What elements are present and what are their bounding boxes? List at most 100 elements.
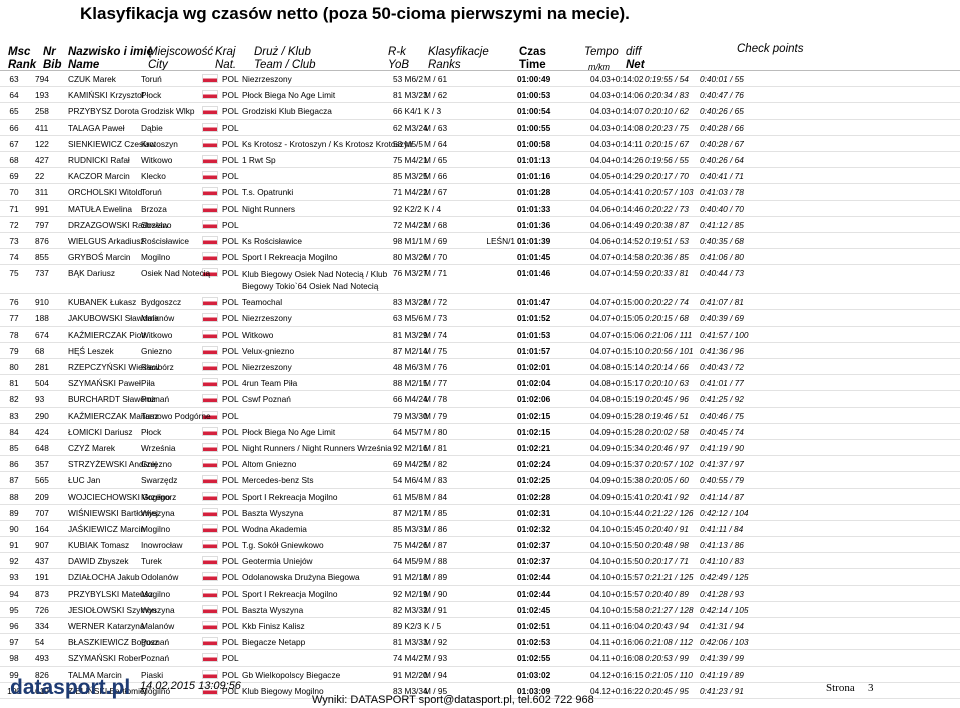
pace: 04.07 (590, 252, 611, 263)
pace: 04.03 (590, 138, 611, 149)
rank: 66 (9, 122, 19, 133)
bib: 910 (35, 297, 49, 308)
bib: 281 (35, 362, 49, 372)
result-row: 98 493 SZYMAŃSKI Robert Poznań POL 74 M4/27 M … (0, 650, 960, 667)
year-category: 66 K4/1 (393, 106, 422, 117)
year-category: 87 M2/14 (393, 345, 428, 356)
pace: 04.11 (590, 653, 611, 664)
city: Malanów (141, 621, 175, 631)
checkpoint: 0:40:47 / 76 (700, 90, 744, 101)
checkpoint: 0:41:14 / 87 (700, 491, 744, 502)
city: Gniezno (141, 459, 172, 470)
result-row: 85 648 CZYŻ Marek Września POL Night Runners … (0, 440, 960, 457)
net-split: 0:20:15 / 68 (645, 313, 689, 324)
diff: +0:15:19 (611, 394, 644, 405)
category-rank: M / 94 (424, 669, 448, 680)
result-row: 65 258 PRZYBYSZ Dorota Grodzisk Wlkp POL Grod… (0, 103, 960, 120)
country: POL (222, 621, 239, 631)
bib: 93 (35, 394, 45, 405)
country: POL (222, 362, 239, 372)
rank: 77 (9, 313, 19, 324)
category-rank: K / 4 (424, 203, 442, 214)
country: POL (222, 475, 239, 486)
country: POL (222, 491, 239, 502)
rank: 93 (9, 572, 19, 583)
result-row: 78 674 KAŹMIERCZAK Piotr Witkowo POL Witkowo 8… (0, 327, 960, 343)
pace: 04.05 (590, 187, 611, 198)
net-split: 0:20:56 / 101 (645, 345, 694, 356)
pace: 04.10 (590, 523, 611, 534)
checkpoint: 0:41:36 / 96 (700, 345, 744, 356)
rank: 79 (9, 345, 19, 356)
city: Września (141, 442, 176, 453)
city: Wyszyna (141, 507, 175, 518)
category-rank: M / 67 (424, 187, 448, 198)
flag (202, 122, 218, 132)
name: PRZYBYLSKI Mateusz (68, 588, 153, 599)
year-category: 74 M4/27 (393, 653, 428, 664)
flag (202, 235, 218, 245)
diff: +0:15:06 (611, 329, 644, 340)
checkpoint: 0:41:37 / 97 (700, 459, 744, 470)
title: Klasyfikacja wg czasów netto (poza 50-ci… (80, 4, 630, 23)
net-split: 0:20:41 / 92 (645, 491, 689, 502)
checkpoint: 0:42:14 / 105 (700, 604, 749, 615)
city: Piaski (141, 669, 164, 680)
name: SZYMAŃSKI Paweł (68, 378, 141, 389)
country: POL (222, 122, 239, 133)
name: JAŚKIEWICZ Marcin (68, 523, 145, 534)
footer-info: Wyniki: DATASPORT sport@datasport.pl, te… (312, 694, 594, 706)
diff: +0:14:08 (611, 122, 644, 133)
flag (202, 523, 218, 533)
result-row: 70 311 ORCHOLSKI Witold Toruń POL T.s. Opatru… (0, 184, 960, 201)
team: Gb Wielkopolscy Biegacze (242, 669, 341, 680)
year-category: 87 M2/17 (393, 507, 428, 518)
name: MATUŁA Ewelina (68, 203, 132, 214)
result-row: 75 737 BĄK Dariusz Osiek Nad Notecią POL Klub… (0, 265, 960, 295)
diff: +0:16:04 (611, 621, 644, 631)
category-rank: M / 75 (424, 345, 448, 356)
country: POL (222, 507, 239, 518)
bib: 411 (35, 122, 49, 133)
name: CZUK Marek (68, 74, 116, 84)
net-split: 0:20:57 / 103 (645, 187, 694, 198)
bib: 619 (35, 685, 49, 696)
checkpoint: 0:41:57 / 100 (700, 329, 749, 340)
page-label: Strona (826, 682, 855, 694)
net-split: 0:20:48 / 98 (645, 540, 689, 551)
print-date: 14.02.2015 13:09:56 (140, 680, 241, 692)
flag (202, 410, 218, 420)
result-row: 64 193 KAMIŃSKI Krzysztof Płock POL Płock Bie… (0, 87, 960, 104)
rank: 75 (9, 268, 19, 279)
city: Klecko (141, 171, 166, 182)
pace: 04.04 (590, 154, 611, 165)
flag (202, 637, 218, 647)
bib: 68 (35, 345, 45, 356)
pace: 04.12 (590, 685, 611, 696)
time: 01:02:45 (517, 604, 551, 615)
category-rank: M / 65 (424, 154, 448, 165)
rank: 81 (9, 378, 19, 389)
country: POL (222, 442, 239, 453)
country: POL (222, 313, 239, 324)
time: 01:01:57 (517, 345, 551, 356)
bib: 648 (35, 442, 49, 453)
bib: 209 (35, 491, 49, 502)
name: BĄK Dariusz (68, 268, 116, 279)
time: 01:01:36 (517, 219, 551, 230)
category-rank: M / 90 (424, 588, 448, 599)
net-split: 0:19:56 / 55 (645, 154, 689, 165)
result-row: 63 794 CZUK Marek Toruń POL Niezrzeszony 53 M6… (0, 71, 960, 88)
year-category: 83 M3/28 (393, 297, 428, 308)
rank: 71 (9, 203, 19, 214)
name: GRYBOŚ Marcin (68, 252, 131, 263)
year-category: 63 M5/6 (393, 313, 423, 324)
diff: +0:15:14 (611, 362, 644, 372)
pace: 04.08 (590, 378, 611, 389)
pace: 04.09 (590, 459, 611, 470)
rank: 67 (9, 138, 19, 149)
name: KAŹMIERCZAK Mariusz (68, 410, 159, 421)
checkpoint: 0:40:01 / 55 (700, 74, 744, 84)
net-split: 0:20:10 / 63 (645, 378, 689, 389)
name: WIELGUS Arkadiusz (68, 235, 145, 246)
